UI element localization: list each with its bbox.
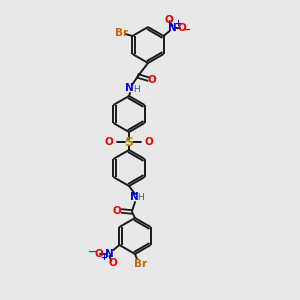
Text: O: O xyxy=(148,75,156,85)
Text: Br: Br xyxy=(115,28,128,38)
Text: O: O xyxy=(112,206,122,216)
Text: Br: Br xyxy=(134,259,148,269)
Text: O: O xyxy=(108,258,117,268)
Text: +: + xyxy=(174,20,181,28)
Text: N: N xyxy=(105,249,114,259)
Text: H: H xyxy=(138,194,144,202)
Text: O: O xyxy=(145,137,153,147)
Text: H: H xyxy=(133,85,140,94)
Text: O: O xyxy=(177,23,186,33)
Text: N: N xyxy=(168,23,177,33)
Text: S: S xyxy=(124,136,134,148)
Text: +: + xyxy=(100,254,107,262)
Text: O: O xyxy=(164,15,173,25)
Text: O: O xyxy=(105,137,113,147)
Text: −: − xyxy=(88,247,97,257)
Text: O: O xyxy=(94,249,103,259)
Text: −: − xyxy=(182,25,191,35)
Text: N: N xyxy=(124,83,134,93)
Text: N: N xyxy=(130,192,138,202)
